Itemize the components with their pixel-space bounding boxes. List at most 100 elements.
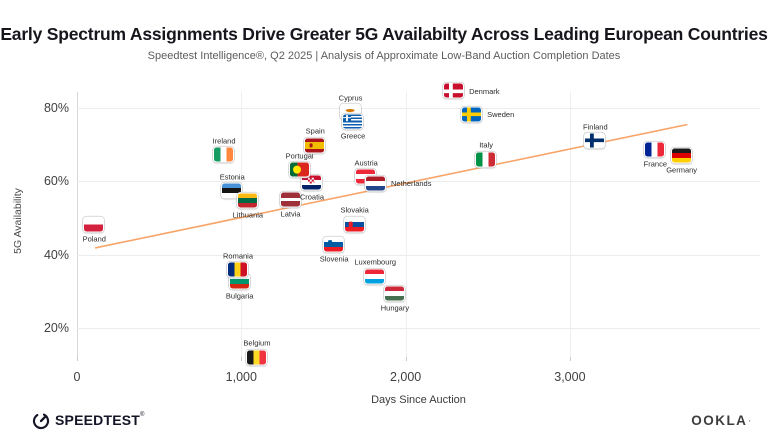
data-point-latvia: Latvia xyxy=(279,191,302,217)
finland-flag-icon xyxy=(584,132,606,149)
flag-emblem xyxy=(309,143,313,148)
data-point-hungary: Hungary xyxy=(381,285,409,311)
data-point-germany: Germany xyxy=(666,147,697,174)
data-point-label: Poland xyxy=(82,234,106,244)
data-point-label: Romania xyxy=(222,251,254,260)
data-point-label: Lithuania xyxy=(232,210,264,220)
x-tick-label: 0 xyxy=(73,370,81,384)
slovenia-flag-icon xyxy=(323,236,345,253)
flag-emblem xyxy=(347,112,353,114)
x-tick-mark xyxy=(405,357,407,361)
data-point-slovenia: Slovenia xyxy=(320,236,349,263)
data-point-label: Sweden xyxy=(487,110,515,120)
gridline-v xyxy=(241,92,243,357)
data-point-spain: Spain xyxy=(304,128,326,154)
data-point-label: Ireland xyxy=(212,136,236,145)
x-tick-label: 3,000 xyxy=(554,370,586,384)
data-point-label: Luxembourg xyxy=(354,257,397,267)
data-point-label: Germany xyxy=(666,165,698,175)
data-point-finland: Finland xyxy=(583,123,608,150)
data-point-label: Hungary xyxy=(380,303,410,313)
data-point-label: Belgium xyxy=(243,338,271,348)
speedtest-wordmark: SPEEDTEST xyxy=(55,412,141,428)
data-point-label: Cyprus xyxy=(338,93,363,103)
data-point-label: Bulgaria xyxy=(225,291,254,301)
data-point-label: Netherlands xyxy=(391,178,432,188)
gridline-h xyxy=(77,254,760,256)
data-point-luxembourg: Luxembourg xyxy=(354,259,396,285)
flag-emblem xyxy=(293,165,302,174)
data-point-label: France xyxy=(643,159,667,169)
data-point-label: Denmark xyxy=(469,86,500,96)
flag-emblem xyxy=(308,177,315,184)
trendline xyxy=(94,123,688,249)
netherlands-flag-icon xyxy=(365,175,387,192)
data-point-label: Greece xyxy=(340,131,366,141)
chart-title: Early Spectrum Assignments Drive Greater… xyxy=(0,24,768,44)
data-point-netherlands: Netherlands xyxy=(365,175,431,192)
data-point-portugal: Portugal xyxy=(286,152,314,179)
lithuania-flag-icon xyxy=(236,192,258,209)
gridline-h xyxy=(77,107,760,109)
gridline-v xyxy=(569,92,571,357)
plot-area: Poland Ireland Estonia Lithuania Bulgaria Rom… xyxy=(77,82,760,366)
y-axis-line xyxy=(77,92,78,357)
data-point-ireland: Ireland xyxy=(213,137,236,164)
y-tick-label: 20% xyxy=(43,321,69,336)
chart-header: Early Spectrum Assignments Drive Greater… xyxy=(0,24,768,62)
x-tick-mark xyxy=(77,357,78,361)
data-point-france: France xyxy=(644,141,667,167)
gridline-h xyxy=(77,181,760,183)
x-tick-label: 2,000 xyxy=(389,370,422,384)
italy-flag-icon xyxy=(475,151,497,168)
denmark-flag-icon xyxy=(443,82,465,99)
data-point-belgium: Belgium xyxy=(243,340,270,366)
speedtest-trademark: ® xyxy=(140,412,145,418)
y-tick-label: 60% xyxy=(43,174,69,189)
data-point-denmark: Denmark xyxy=(443,82,500,100)
romania-flag-icon xyxy=(227,261,248,278)
flag-emblem xyxy=(348,221,354,228)
ookla-logo: OOKLA’ xyxy=(691,413,750,428)
y-axis-title: 5G Availability xyxy=(12,188,24,254)
portugal-flag-icon xyxy=(288,161,310,178)
data-point-label: Spain xyxy=(305,126,325,136)
latvia-flag-icon xyxy=(279,191,301,208)
hungary-flag-icon xyxy=(383,285,405,302)
x-tick-mark xyxy=(241,357,243,361)
chart-subtitle: Speedtest Intelligence®, Q2 2025 | Analy… xyxy=(147,50,621,62)
spain-flag-icon xyxy=(304,137,326,154)
data-point-label: Estonia xyxy=(219,172,245,182)
data-point-lithuania: Lithuania xyxy=(233,192,263,219)
y-tick-label: 40% xyxy=(43,247,69,262)
x-axis-title: Days Since Auction xyxy=(371,394,466,406)
x-tick-label: 1,000 xyxy=(225,370,257,384)
gridline-v xyxy=(405,92,407,357)
ookla-wordmark: OOKLA xyxy=(691,413,748,428)
data-point-greece: Greece xyxy=(341,113,365,140)
germany-flag-icon xyxy=(670,147,692,164)
belgium-flag-icon xyxy=(245,349,267,366)
slovakia-flag-icon xyxy=(343,216,365,233)
data-point-label: Slovakia xyxy=(340,205,369,215)
speedtest-gauge-icon xyxy=(32,412,50,430)
france-flag-icon xyxy=(644,141,666,158)
speedtest-logo: SPEEDTEST® xyxy=(32,412,144,430)
data-point-label: Croatia xyxy=(299,192,325,202)
data-point-sweden: Sweden xyxy=(461,106,514,123)
x-tick-mark xyxy=(569,357,571,361)
sweden-flag-icon xyxy=(461,106,483,123)
ookla-trademark: ’ xyxy=(748,420,750,427)
data-point-label: Finland xyxy=(583,122,608,132)
data-point-slovakia: Slovakia xyxy=(340,207,369,233)
data-point-label: Austria xyxy=(354,158,378,168)
data-point-label: Italy xyxy=(479,140,493,150)
poland-flag-icon xyxy=(83,216,105,233)
greece-flag-icon xyxy=(342,113,364,130)
data-point-croatia: Croatia xyxy=(300,174,324,201)
flag-canton xyxy=(343,114,351,122)
data-point-label: Portugal xyxy=(285,151,314,161)
data-point-poland: Poland xyxy=(83,216,106,242)
flag-emblem xyxy=(327,239,332,245)
